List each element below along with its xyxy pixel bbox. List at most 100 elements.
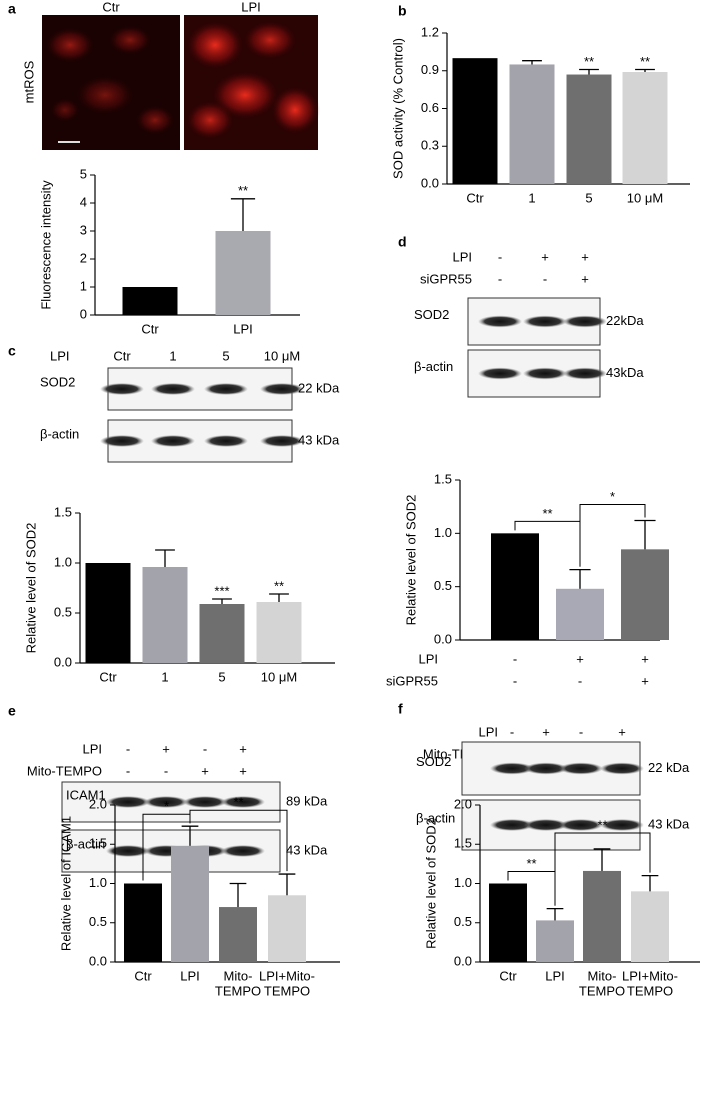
- bar: [256, 602, 302, 663]
- x-tick-label: TEMPO: [264, 983, 310, 998]
- blot-band: [144, 796, 188, 808]
- bar: [509, 64, 555, 184]
- x-row-value: +: [641, 673, 649, 688]
- blot-size: 22 kDa: [298, 380, 340, 395]
- panel-letter: a: [8, 1, 16, 17]
- y-tick-label: 1: [80, 278, 87, 293]
- comparison-label: **: [542, 506, 552, 521]
- y-tick-label: 1.5: [454, 836, 472, 851]
- x-row-name: LPI: [418, 651, 438, 666]
- blot-band: [204, 435, 248, 447]
- blot-lane-label: +: [581, 249, 589, 264]
- x-tick-label: LPI: [233, 321, 253, 336]
- significance: **: [640, 54, 650, 69]
- blot-band: [563, 315, 607, 328]
- y-tick-label: 0.5: [434, 578, 452, 593]
- blot-lane-label: Ctr: [113, 348, 131, 363]
- blot-lane-label: 5: [222, 348, 229, 363]
- y-tick-label: 0.0: [89, 953, 107, 968]
- x-tick-label: 1: [161, 669, 168, 684]
- y-axis-label: Relative level of SOD2: [23, 523, 38, 654]
- y-tick-label: 0.6: [421, 100, 439, 115]
- y-axis-label: Relative level of SOD2: [423, 818, 438, 949]
- comparison-label: **: [597, 817, 607, 832]
- comparison-bracket: [189, 809, 288, 872]
- x-tick-label: Ctr: [99, 669, 117, 684]
- blot-band: [151, 435, 195, 447]
- x-tick-label: LPI+Mito-: [622, 968, 678, 983]
- blot-protein: SOD2: [40, 374, 75, 389]
- y-axis-label: SOD activity (% Control): [390, 38, 405, 179]
- blot-band: [563, 367, 607, 380]
- comparison-label: **: [526, 856, 536, 871]
- blot-band: [600, 819, 644, 831]
- blot-lane-label: +: [542, 724, 550, 739]
- blot-lane-label: 10 μM: [264, 348, 300, 363]
- x-row-value: -: [513, 673, 517, 688]
- blot-protein: β-actin: [66, 836, 105, 851]
- blot-header-name: siGPR55: [420, 271, 472, 286]
- bar: [199, 604, 245, 663]
- y-tick-label: 0.0: [421, 175, 439, 190]
- blot-size: 43 kDa: [286, 842, 328, 857]
- y-tick-label: 2.0: [454, 796, 472, 811]
- blot-lane-label: -: [126, 741, 130, 756]
- blot-protein: SOD2: [414, 307, 449, 322]
- blot-band: [221, 796, 265, 808]
- bar: [583, 870, 621, 962]
- blot-size: 22 kDa: [648, 760, 690, 775]
- x-tick-label: 5: [218, 669, 225, 684]
- blot-band: [183, 796, 227, 808]
- y-tick-label: 0.5: [454, 914, 472, 929]
- blot-band: [523, 367, 567, 380]
- y-axis-label: Relative level of SOD2: [403, 495, 418, 626]
- comparison-bracket: [579, 504, 646, 567]
- bar: [489, 883, 527, 962]
- blot-lane-label: -: [498, 249, 502, 264]
- blot-header-name: LPI: [82, 741, 102, 756]
- blot-lane-label: +: [239, 763, 247, 778]
- blot-header-name: Mito-TEMPO: [27, 763, 102, 778]
- comparison-label: *: [610, 489, 615, 504]
- blot-band: [490, 762, 534, 775]
- y-tick-label: 1.5: [89, 836, 107, 851]
- bar: [452, 58, 498, 184]
- y-tick-label: 0.9: [421, 62, 439, 77]
- blot-band: [524, 762, 568, 775]
- bar: [556, 588, 604, 640]
- bar: [566, 74, 612, 184]
- blot-band: [151, 383, 195, 395]
- x-tick-label: Ctr: [134, 968, 152, 983]
- panel-letter: b: [398, 3, 407, 19]
- blot-lane-label: -: [543, 271, 547, 286]
- bar: [142, 567, 188, 663]
- x-tick-label: LPI+Mito-: [259, 968, 315, 983]
- blot-lane-label: -: [203, 741, 207, 756]
- blot-protein: SOD2: [416, 754, 451, 769]
- bar: [536, 920, 574, 962]
- blot-lane-label: -: [579, 724, 583, 739]
- blot-lane-label: -: [164, 763, 168, 778]
- blot-lane-label: +: [618, 724, 626, 739]
- bar: [215, 231, 271, 315]
- x-tick-label: 5: [585, 190, 592, 205]
- blot-protein: β-actin: [416, 810, 455, 825]
- significance: ***: [214, 583, 229, 598]
- y-axis-label: Fluorescence intensity: [38, 180, 53, 310]
- blot-band: [490, 819, 534, 831]
- blot-lane-label: 1: [169, 348, 176, 363]
- blot-band: [600, 762, 644, 775]
- blot-lane-label: -: [126, 763, 130, 778]
- image-column-label: Ctr: [102, 0, 120, 14]
- blot-band: [100, 435, 144, 447]
- blot-band: [478, 367, 522, 380]
- y-tick-label: 5: [80, 166, 87, 181]
- blot-header-name: LPI: [50, 348, 70, 363]
- x-tick-label: 10 μM: [261, 669, 297, 684]
- panel-letter: f: [398, 701, 403, 717]
- blot-size: 43 kDa: [648, 816, 690, 831]
- blot-lane-label: +: [239, 741, 247, 756]
- blot-size: 43kDa: [606, 365, 644, 380]
- y-tick-label: 1.0: [89, 875, 107, 890]
